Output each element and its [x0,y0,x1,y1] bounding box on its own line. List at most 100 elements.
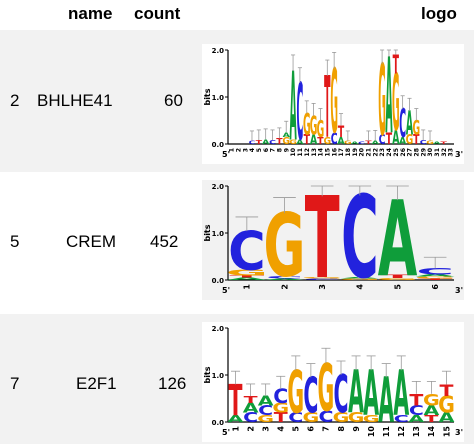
logo-letter: G [257,413,274,425]
logo-letter: C [399,101,406,146]
five-prime-label: 5' [222,428,230,437]
header-logo[interactable]: logo [421,4,457,23]
header-name[interactable]: name [68,4,113,23]
logo-letter: A [393,357,409,430]
x-tick-label: 4 [277,426,286,432]
logo-letter: A [340,277,380,279]
x-tick-label: 4 [249,148,256,152]
y-tick-label: 0.0 [212,277,225,285]
y-axis-label: bits [203,88,212,105]
logo-letter: A [406,105,413,143]
x-tick-label: 18 [345,148,352,157]
logo-letter: A [399,136,407,147]
x-tick-label: 32 [441,148,448,157]
x-tick-label: 2 [235,148,242,152]
x-tick-label: 3 [242,148,249,152]
logo-letter: G [406,131,414,147]
logo-letter: G [339,278,381,280]
row-count: 126 [158,374,187,393]
logo-letter: C [416,266,454,276]
logo-letter: A [228,413,245,425]
table-row[interactable]: 7 E2F1 126 0.0 1.0 2.0 bits 5' 3' 1 A T 2 C A T 3 G C A 4… [0,314,474,444]
logo-letter: A [258,394,275,409]
logo-letter: A [363,357,379,430]
header-count[interactable]: count [134,4,181,23]
logo-letter: A [378,180,418,300]
logo-letter: T [276,138,282,147]
table-row[interactable]: 2 BHLHE41 60 0.0 1.0 2.0 bits 5' 3' 1 2 3 4 C 5 T 6 A 7… [0,30,474,172]
logo-letter: T [274,411,288,426]
y-tick-label: 0.0 [212,419,225,427]
table-header: name count logo [0,0,474,30]
y-axis-label: bits [203,366,212,383]
logo-letter: G [426,140,434,145]
x-tick-label: 11 [297,148,304,157]
logo-letter: C [341,180,379,300]
five-prime-label: 5' [222,150,230,159]
x-tick-label: 29 [420,148,427,157]
logo-letter: T [317,136,324,147]
logo-letter: A [262,138,270,145]
x-tick-label: 7 [270,148,277,152]
x-tick-label: 9 [352,426,361,432]
x-tick-label: 12 [304,148,311,157]
logo-letter: G [303,109,311,143]
logo-letter: T [229,275,264,279]
y-tick-label: 2.0 [212,325,225,333]
x-tick-label: 7 [322,426,331,432]
x-tick-label: 12 [397,426,406,437]
y-tick-label: 2.0 [212,47,225,55]
logo-letter: A [392,126,399,149]
logo-letter: A [372,140,380,146]
logo-letter: A [439,411,456,426]
logo-letter: T [305,180,340,300]
row-index: 2 [10,91,20,110]
x-tick-label: 27 [407,148,414,157]
table-row[interactable]: 5 CREM 452 0.0 1.0 2.0 bits 5' 3' 1 A T G C 2 A C G 3 C G… [0,171,474,314]
logo-letter: G [423,391,440,410]
x-tick-label: 15 [324,148,331,157]
logo-letter: G [414,276,456,279]
x-tick-label: 10 [290,148,297,157]
logo-letter: T [393,50,400,81]
logo-letter: G [318,351,335,427]
logo-letter: T [256,139,263,145]
x-tick-label: 6 [263,148,270,152]
logo-letter: G [226,268,268,277]
x-tick-label: 1 [243,284,252,290]
x-tick-label: 14 [318,148,325,157]
x-tick-label: 21 [366,148,373,157]
logo-letter: T [418,278,453,280]
logo-letter: T [441,141,448,145]
logo-letter: A [227,277,267,281]
logo-letter: T [244,394,258,406]
three-prime-label: 3' [455,286,463,295]
three-prime-label: 3' [455,150,463,159]
logo-letter: T [365,140,372,145]
x-tick-label: 5 [256,148,263,152]
logo-letter: A [408,413,425,425]
sequence-logo: 0.0 1.0 2.0 bits 5' 3' 1 A T 2 C A T 3 G C A 4 T G C 5 C G 6 G C 7 C… [202,322,464,442]
logo-letter: A [423,404,440,419]
x-tick-label: 26 [400,148,407,157]
logo-letter: T [424,413,438,425]
x-tick-label: 1 [231,426,240,432]
row-name: CREM [66,232,117,251]
logo-letter: T [324,60,330,158]
x-tick-label: 4 [356,284,365,290]
x-tick-label: 30 [427,148,434,157]
y-tick-label: 2.0 [212,183,225,191]
y-tick-label: 1.0 [212,94,225,102]
logo-letter: T [413,131,420,147]
logo-letter: G [392,58,400,149]
logo-letter: C [409,404,424,419]
y-axis-label: bits [203,224,212,241]
logo-letter: A [351,141,359,145]
y-tick-label: 0.0 [212,141,225,149]
y-tick-label: 1.0 [212,230,225,238]
logo-letter: C [258,404,273,419]
logo-letter: A [348,359,364,427]
logo-letter: G [378,44,386,158]
